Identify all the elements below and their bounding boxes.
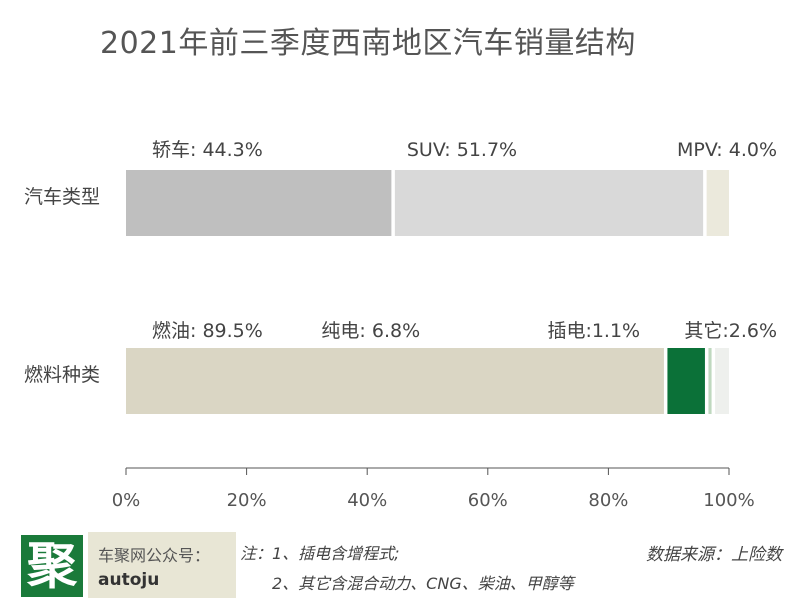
segment-label: 插电:1.1% bbox=[547, 320, 640, 342]
x-tick-label: 80% bbox=[588, 490, 628, 511]
brand-logo: 聚 bbox=[21, 535, 83, 597]
bar-segment bbox=[394, 170, 704, 236]
bar-segment bbox=[706, 170, 729, 236]
category-label: 汽车类型 bbox=[24, 186, 100, 208]
x-tick-label: 0% bbox=[112, 490, 141, 511]
wechat-account-tag: 车聚网公众号： autoju bbox=[88, 532, 236, 598]
stacked-bar-chart: 汽车类型 轿车: 44.3% SUV: 51.7% MPV: 4.0% 燃料种类 燃油: … bbox=[24, 139, 777, 511]
bar-segment bbox=[715, 348, 729, 414]
segment-label: SUV: 51.7% bbox=[407, 139, 517, 161]
x-tick-label: 100% bbox=[703, 490, 754, 511]
x-tick-label: 40% bbox=[347, 490, 387, 511]
segment-label: 纯电: 6.8% bbox=[321, 320, 420, 342]
brand-logo-char: 聚 bbox=[27, 537, 77, 595]
x-tick-label: 20% bbox=[227, 490, 267, 511]
chart-title: 2021年前三季度西南地区汽车销量结构 bbox=[100, 26, 636, 61]
wechat-account-id: autoju bbox=[98, 570, 160, 590]
bar-segment bbox=[126, 170, 392, 236]
footnote-2: 2、其它含混合动力、CNG、柴油、甲醇等 bbox=[272, 574, 574, 593]
x-tick-label: 60% bbox=[468, 490, 508, 511]
segment-label: MPV: 4.0% bbox=[677, 139, 777, 161]
segment-label: 燃油: 89.5% bbox=[152, 320, 263, 342]
bar-segment bbox=[667, 348, 705, 414]
wechat-account-label: 车聚网公众号： bbox=[98, 546, 211, 565]
segment-label: 其它:2.6% bbox=[684, 320, 777, 342]
footnote-1: 注：1、插电含增程式; bbox=[240, 544, 400, 563]
category-label: 燃料种类 bbox=[24, 364, 100, 386]
segment-label: 轿车: 44.3% bbox=[152, 139, 263, 161]
data-source: 数据来源：上险数 bbox=[646, 545, 782, 565]
bar-segment bbox=[708, 348, 712, 414]
bar-segment bbox=[126, 348, 664, 414]
